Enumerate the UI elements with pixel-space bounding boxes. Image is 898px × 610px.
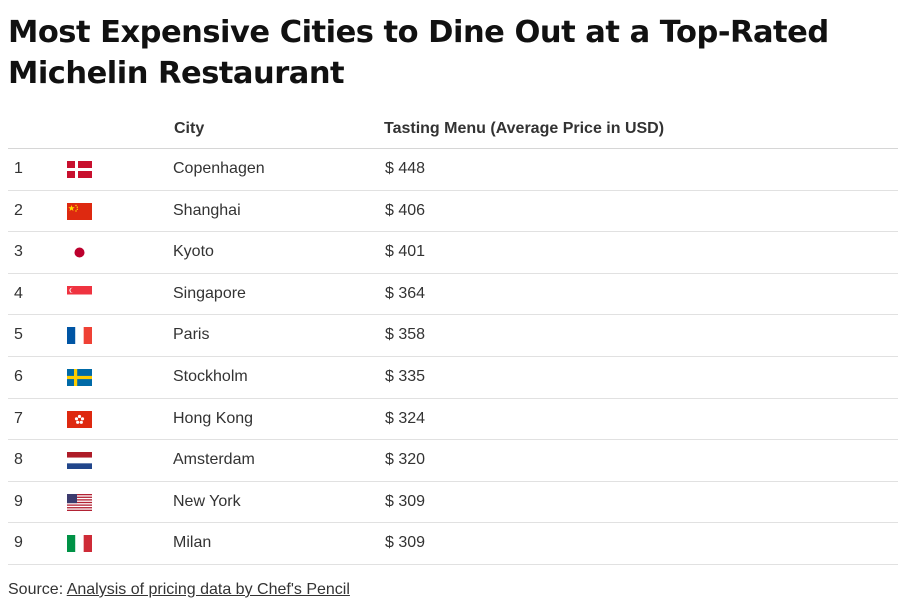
table-row: 2 Shanghai $ 406: [8, 191, 898, 233]
table-header: City Tasting Menu (Average Price in USD): [8, 115, 898, 149]
rank-cell: 9: [14, 534, 23, 552]
city-cell: Copenhagen: [173, 160, 265, 177]
china-flag-icon: [67, 202, 92, 220]
hong-kong-flag-icon: [67, 410, 92, 428]
price-cell: $ 401: [385, 243, 426, 261]
table-row: 1 Copenhagen $ 448: [8, 149, 898, 191]
table-row: 9 Milan $ 309: [8, 523, 898, 565]
rank-cell: 3: [14, 243, 23, 261]
table-body: 1 Copenhagen $ 448 2 Shanghai $ 406 3 Kyoto $ 40…: [8, 149, 898, 565]
table-row: 3 Kyoto $ 401: [8, 232, 898, 274]
rank-cell: 9: [14, 492, 23, 510]
table-row: 7 Hong Kong $ 324: [8, 399, 898, 441]
table-row: 4 Singapore $ 364: [8, 274, 898, 316]
italy-flag-icon: [67, 535, 92, 553]
rank-cell: 7: [14, 409, 23, 427]
chart-title: Most Expensive Cities to Dine Out at a T…: [8, 15, 829, 91]
city-cell: Stockholm: [173, 367, 248, 385]
usa-flag-icon: [67, 493, 92, 511]
city-cell: Milan: [173, 534, 212, 552]
column-header-price: Tasting Menu (Average Price in USD): [384, 120, 665, 137]
table-row: 5 Paris $ 358: [8, 315, 898, 357]
column-header-city: City: [174, 120, 205, 137]
rank-cell: 4: [14, 284, 23, 302]
price-cell: $ 364: [385, 284, 426, 302]
rank-cell: 1: [14, 160, 23, 177]
price-cell: $ 324: [385, 409, 426, 427]
price-cell: $ 309: [385, 534, 426, 552]
city-cell: Hong Kong: [173, 409, 254, 427]
sweden-flag-icon: [67, 368, 92, 386]
source-label: Source:: [8, 581, 64, 598]
table-row: 9 New York $ 309: [8, 482, 898, 524]
city-cell: Kyoto: [173, 243, 214, 261]
city-cell: Singapore: [173, 284, 246, 302]
price-cell: $ 335: [385, 367, 426, 385]
city-cell: New York: [173, 492, 241, 510]
table-row: 6 Stockholm $ 335: [8, 357, 898, 399]
rank-cell: 5: [14, 326, 23, 344]
price-cell: $ 309: [385, 492, 426, 510]
price-cell: $ 406: [385, 201, 426, 219]
source-note: Source: Analysis of pricing data by Chef…: [8, 581, 350, 599]
rank-cell: 6: [14, 367, 23, 385]
rank-cell: 8: [14, 451, 23, 469]
table-row: 8 Amsterdam $ 320: [8, 440, 898, 482]
city-cell: Shanghai: [173, 201, 241, 219]
city-cell: Amsterdam: [173, 451, 255, 469]
rank-cell: 2: [14, 201, 23, 219]
city-cell: Paris: [173, 326, 210, 344]
price-cell: $ 448: [385, 160, 426, 177]
netherlands-flag-icon: [67, 452, 92, 470]
price-cell: $ 358: [385, 326, 426, 344]
price-cell: $ 320: [385, 451, 426, 469]
france-flag-icon: [67, 327, 92, 345]
denmark-flag-icon: [67, 161, 92, 178]
source-link[interactable]: Analysis of pricing data by Chef's Penci…: [66, 581, 350, 598]
singapore-flag-icon: [67, 285, 92, 303]
japan-flag-icon: [67, 244, 92, 262]
